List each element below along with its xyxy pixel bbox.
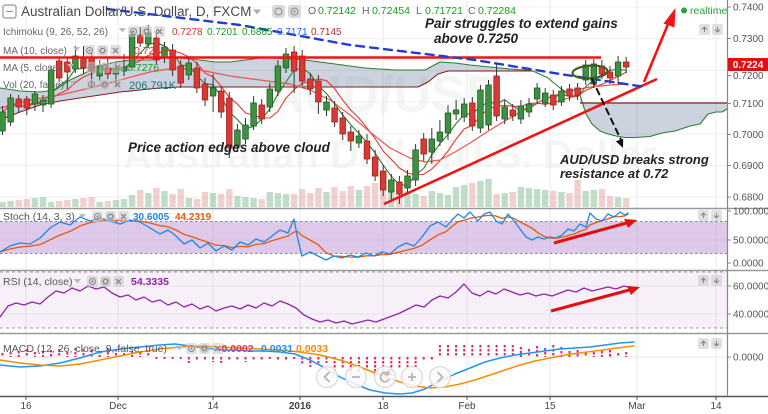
svg-text:0.0031: 0.0031 [261, 343, 293, 355]
svg-text:0.7276: 0.7276 [127, 62, 159, 74]
svg-text:0.7245: 0.7245 [134, 45, 166, 57]
svg-text:AUD/USD breaks strong: AUD/USD breaks strong [559, 152, 709, 167]
svg-text:50.0000: 50.0000 [733, 236, 768, 247]
svg-text:0.7171: 0.7171 [277, 27, 308, 38]
svg-text:Ichimoku (9, 26, 52, 26): Ichimoku (9, 26, 52, 26) [3, 27, 108, 38]
svg-text:MA (10, close): MA (10, close) [3, 46, 67, 57]
svg-text:30.6005: 30.6005 [133, 212, 170, 223]
svg-text:0.7224: 0.7224 [733, 60, 764, 71]
svg-text:Dec: Dec [109, 401, 127, 412]
svg-text:C: C [468, 5, 476, 17]
svg-text:Australian Dollar/U.S. Dollar,: Australian Dollar/U.S. Dollar, D, FXCM [21, 4, 251, 19]
svg-text:H: H [362, 5, 370, 17]
svg-text:Australian Dollar/U.S. Dollar: Australian Dollar/U.S. Dollar [123, 133, 656, 177]
svg-text:0.72284: 0.72284 [478, 5, 516, 17]
svg-text:14: 14 [207, 401, 219, 412]
svg-text:Pair struggles to extend gains: Pair struggles to extend gains [425, 16, 618, 31]
svg-text:0.7201: 0.7201 [207, 27, 238, 38]
svg-text:0.0000: 0.0000 [733, 259, 764, 270]
svg-text:0.7400: 0.7400 [733, 3, 764, 14]
svg-text:2016: 2016 [289, 401, 312, 412]
svg-text:O: O [308, 5, 316, 17]
svg-text:14: 14 [710, 401, 722, 412]
svg-text:Vol (20, false): Vol (20, false) [3, 80, 64, 91]
svg-text:18: 18 [377, 401, 389, 412]
svg-text:0.6865: 0.6865 [242, 27, 273, 38]
svg-text:Mar: Mar [628, 401, 646, 412]
svg-text:16: 16 [20, 401, 32, 412]
svg-text:40.0000: 40.0000 [733, 310, 768, 321]
svg-text:-0.0002: -0.0002 [218, 343, 254, 355]
svg-text:resistance at 0.72: resistance at 0.72 [560, 166, 669, 181]
svg-text:15: 15 [544, 401, 556, 412]
svg-text:0.7000: 0.7000 [733, 130, 764, 141]
svg-text:0.71721: 0.71721 [425, 5, 463, 17]
svg-text:0.6900: 0.6900 [733, 161, 764, 172]
svg-text:0.72142: 0.72142 [318, 5, 356, 17]
svg-text:RSI (14, close): RSI (14, close) [3, 276, 72, 288]
svg-text:54.3335: 54.3335 [131, 276, 169, 288]
svg-text:0.6800: 0.6800 [733, 193, 764, 204]
svg-text:Price action edges above cloud: Price action edges above cloud [128, 140, 331, 155]
svg-text:Stoch (14, 3, 3): Stoch (14, 3, 3) [3, 211, 75, 223]
svg-text:0.7300: 0.7300 [733, 34, 764, 45]
svg-text:60.0000: 60.0000 [733, 282, 768, 293]
svg-text:0.7100: 0.7100 [733, 99, 764, 110]
svg-text:0.0033: 0.0033 [296, 343, 328, 355]
svg-text:0.7278: 0.7278 [172, 27, 203, 38]
svg-text:realtime: realtime [690, 5, 728, 17]
svg-text:MACD (12, 26, close, 9, false,: MACD (12, 26, close, 9, false, true) [3, 343, 167, 355]
svg-text:Feb: Feb [458, 401, 476, 412]
svg-text:0.72454: 0.72454 [372, 5, 410, 17]
svg-text:above 0.7250: above 0.7250 [434, 31, 519, 46]
svg-text:0.7200: 0.7200 [733, 71, 764, 82]
svg-text:0.0000: 0.0000 [733, 353, 764, 364]
svg-text:100.0000: 100.0000 [733, 207, 768, 218]
svg-text:L: L [416, 5, 422, 17]
svg-text:0.7145: 0.7145 [311, 27, 342, 38]
svg-text:44.2319: 44.2319 [175, 212, 212, 223]
svg-text:MA (5, close): MA (5, close) [3, 63, 61, 74]
svg-text:206.791K: 206.791K [129, 80, 177, 92]
